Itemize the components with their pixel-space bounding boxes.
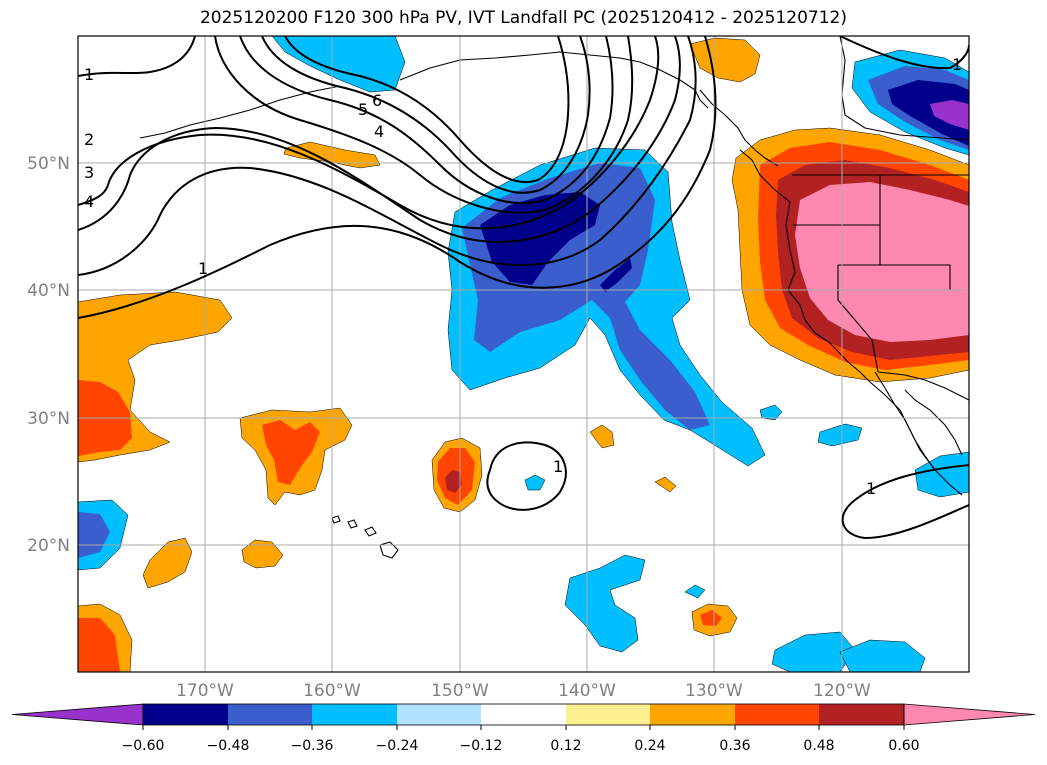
latitude-labels: 50°N 40°N 30°N 20°N xyxy=(27,154,70,556)
contour-label-5: 5 xyxy=(358,100,368,119)
colorbar-segment-5 xyxy=(481,704,566,725)
redorange-region-south-3 xyxy=(78,618,120,672)
redorange-region-subtropic-1 xyxy=(262,420,320,485)
state-border-nevada xyxy=(838,264,951,290)
blue-region-south-3 xyxy=(839,639,926,672)
baja-california-outline xyxy=(874,371,936,471)
orange-small-2 xyxy=(654,476,677,493)
lat-label-20n: 20°N xyxy=(27,536,70,556)
colorbar-min-extend xyxy=(11,703,144,726)
contour-label-2: 2 xyxy=(84,130,94,149)
contour-label-1-ne: 1 xyxy=(952,55,962,74)
blue-small-3 xyxy=(524,474,546,491)
orange-region-south-1 xyxy=(142,537,193,589)
colorbar-tick-label-8: 0.36 xyxy=(719,738,750,754)
colorbar-segment-7 xyxy=(650,704,735,725)
colorbar-max-extend xyxy=(903,703,1036,726)
contour-label-1-se: 1 xyxy=(866,479,876,498)
lat-label-50n: 50°N xyxy=(27,154,70,174)
negative-anomaly-fills xyxy=(78,36,969,672)
positive-anomaly-fills xyxy=(78,37,969,672)
hawaii-big-island xyxy=(379,541,399,559)
plot-frame xyxy=(77,35,970,673)
pv-contour-1-ne xyxy=(839,36,969,70)
contour-label-1-nw: 1 xyxy=(84,65,94,84)
longitude-labels: 170°W 160°W 150°W 140°W 130°W 120°W xyxy=(176,681,871,701)
darkred-region-subtropic-2 xyxy=(445,470,462,493)
pv-contour-5 xyxy=(239,36,614,204)
colorbar-segment-3 xyxy=(312,704,397,725)
interior-alaska-boundary xyxy=(839,36,969,141)
us-mexico-border xyxy=(877,371,969,401)
pv-contour-1-closed xyxy=(486,441,567,511)
contour-label-1-closed: 1 xyxy=(553,457,563,476)
blue-small-4 xyxy=(684,584,706,599)
colorbar-tick-label-2: −0.48 xyxy=(207,738,250,754)
pv-contour-2 xyxy=(78,36,697,276)
pv-contour-4-north xyxy=(214,36,634,214)
blue-region-north-pacific xyxy=(271,36,406,93)
page-title: 2025120200 F120 300 hPa PV, IVT Landfall… xyxy=(199,8,847,28)
contour-label-4-north: 4 xyxy=(374,122,384,141)
blue-region-baja xyxy=(914,451,969,498)
blue-small-2 xyxy=(759,404,783,421)
contour-labels: 1 2 3 4 4 5 6 1 1 1 1 xyxy=(84,55,962,498)
colorbar-segment-2 xyxy=(228,704,312,725)
lat-label-40n: 40°N xyxy=(27,281,70,301)
colorbar-tick-label-6: 0.12 xyxy=(550,738,581,754)
colorbar-tick-label-5: −0.12 xyxy=(460,738,503,754)
colorbar-segment-6 xyxy=(566,704,650,725)
pv-contour-northwest-1 xyxy=(78,36,196,77)
colorbar-segment-4 xyxy=(397,704,481,725)
colorbar-tick-label-9: 0.48 xyxy=(803,738,834,754)
pv-contour-7 xyxy=(284,36,570,183)
hawaii-maui xyxy=(364,526,377,537)
blue-small-1 xyxy=(817,423,863,447)
pv-contour-4-west xyxy=(78,36,660,230)
colorbar: −0.60 −0.48 −0.36 −0.24 −0.12 0.12 0.24 … xyxy=(11,703,1036,754)
colorbar-tick-label-4: −0.24 xyxy=(376,738,419,754)
hawaii-kauai xyxy=(331,515,341,524)
pv-contour-6 xyxy=(261,36,591,194)
contour-label-4-west: 4 xyxy=(84,192,94,211)
colorbar-ticks xyxy=(142,725,905,730)
contour-label-1-mid: 1 xyxy=(198,259,208,278)
lon-label-160w: 160°W xyxy=(303,681,361,701)
redorange-region-south-4 xyxy=(700,610,722,626)
pv-contour-1-southeast xyxy=(841,464,969,540)
pv-contours xyxy=(78,36,969,540)
lon-label-130w: 130°W xyxy=(685,681,743,701)
colorbar-tick-label-1: −0.60 xyxy=(122,738,165,754)
pink-region-west-coast xyxy=(795,182,969,342)
lat-label-30n: 30°N xyxy=(27,409,70,429)
lon-label-150w: 150°W xyxy=(431,681,489,701)
hawaii-oahu xyxy=(347,519,358,529)
lon-label-170w: 170°W xyxy=(176,681,234,701)
navy-region-trough-center xyxy=(480,192,600,285)
contour-label-6: 6 xyxy=(372,91,382,110)
pv-contour-3 xyxy=(78,36,681,243)
map-plot-area: 1 2 3 4 4 5 6 1 1 1 1 xyxy=(78,36,969,672)
orange-region-south-2 xyxy=(241,539,284,569)
colorbar-tick-label-10: 0.60 xyxy=(888,738,919,754)
orange-small-1 xyxy=(589,424,615,449)
royal-region-west-edge xyxy=(78,512,110,558)
lon-label-140w: 140°W xyxy=(558,681,616,701)
colorbar-tick-label-7: 0.24 xyxy=(634,738,665,754)
pv-contour-1-west xyxy=(78,36,717,319)
colorbar-frame xyxy=(142,703,905,726)
colorbar-segment-1 xyxy=(143,704,228,725)
state-border-california xyxy=(837,265,879,373)
navy-region-gulf-alaska xyxy=(888,80,969,146)
lon-label-120w: 120°W xyxy=(813,681,871,701)
colorbar-segment-9 xyxy=(819,704,904,725)
colorbar-segment-8 xyxy=(735,704,819,725)
contour-label-3: 3 xyxy=(84,163,94,182)
purple-region-gulf-alaska xyxy=(930,100,969,130)
navy-small-streak xyxy=(600,258,632,292)
gridlines xyxy=(78,36,969,672)
colorbar-tick-label-3: −0.36 xyxy=(291,738,334,754)
